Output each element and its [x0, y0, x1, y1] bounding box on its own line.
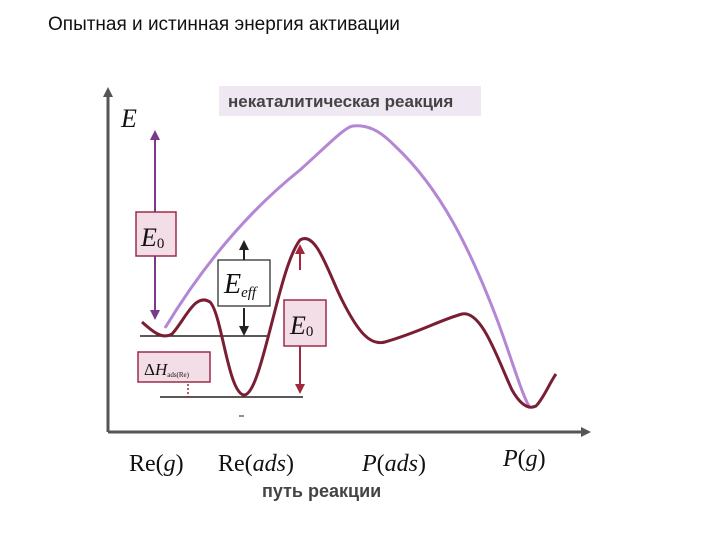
e0-right-sub: 0 [306, 324, 314, 340]
eff-label: Eeff [223, 269, 258, 301]
e0-left-box [135, 211, 177, 257]
state-p-ads: P(ads) [361, 451, 426, 477]
legend-label: некаталитическая реакция [228, 92, 453, 111]
state-p-g: P(g) [502, 446, 546, 472]
e0-left-main: E [140, 223, 157, 252]
state-re-g-suffix: ) [176, 451, 184, 477]
state-p-g-mid: ( [518, 446, 526, 472]
state-p-g-arg: g [526, 446, 538, 472]
dh-main: H [154, 360, 169, 379]
state-p-g-prefix: P [502, 446, 518, 472]
e0-right-box [283, 299, 327, 347]
state-re-ads-arg: ads [253, 451, 286, 477]
eff-main: E [223, 269, 241, 300]
e0-right-main: E [289, 311, 306, 340]
x-axis-label: путь реакции [262, 481, 381, 501]
dh-delta: Δ [144, 360, 155, 379]
state-p-g-suffix: ) [538, 446, 546, 472]
state-re-g: Re(g) [129, 451, 184, 477]
state-re-ads-suffix: ) [286, 451, 294, 477]
e0-right-label: E0 [289, 311, 313, 340]
state-p-ads-arg: ads [385, 451, 418, 477]
page-title: Опытная и истинная энергия активации [48, 14, 400, 35]
dh-box [137, 351, 211, 383]
eff-box [217, 259, 271, 307]
state-re-ads-prefix: Re( [218, 451, 253, 477]
state-re-ads: Re(ads) [218, 451, 294, 477]
noncatalytic-curve [163, 124, 532, 409]
e0-left-label: E0 [140, 223, 164, 252]
dh-label: ΔHads(Re) [144, 360, 190, 379]
dh-sub: ads(Re) [167, 371, 189, 379]
state-p-ads-suffix: ) [418, 451, 426, 477]
catalytic-curve [140, 237, 558, 409]
y-axis-label: E [120, 104, 137, 133]
state-re-g-arg: g [164, 451, 176, 477]
e0-left-sub: 0 [157, 236, 165, 252]
legend-box [219, 86, 481, 116]
state-re-g-prefix: Re( [129, 451, 164, 477]
state-p-ads-mid: ( [377, 451, 385, 477]
state-p-ads-prefix: P [361, 451, 377, 477]
eff-sub: eff [241, 285, 258, 301]
